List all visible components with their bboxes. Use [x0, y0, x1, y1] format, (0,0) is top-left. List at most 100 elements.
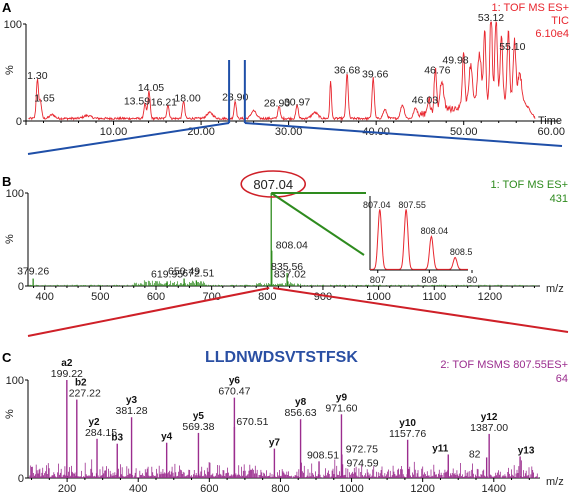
panel-c-peak-label: 1157.76: [389, 428, 426, 440]
panel-b-peak-label: 379.26: [17, 266, 49, 278]
panel-a-peak-label: 46.03: [412, 94, 438, 106]
panel-c-x-tick-label: 800: [271, 483, 289, 495]
panel-b-peak-label: 837.02: [274, 268, 306, 280]
panel-b-peak-label: 808.04: [276, 240, 308, 252]
b-to-c-zoom-line-right: [273, 287, 569, 333]
panel-c-ion-label: y11: [432, 443, 449, 454]
panel-a-tic-trace: [28, 20, 536, 122]
panel-a-peak-label: 30.97: [284, 96, 310, 108]
panel-b-x-tick-label: 1000: [366, 291, 390, 303]
panel-b-y-label: %: [4, 234, 16, 244]
panel-b-inset: 807.04 807.55 808.04 808.5 807 808 80: [363, 196, 477, 286]
panel-c-peak-label: 908.51: [307, 449, 339, 461]
panel-a-peak-label: 36.68: [334, 64, 360, 76]
panel-c-x-tick-label: 1400: [482, 483, 506, 495]
panel-a-peak-label: 16.21: [151, 96, 177, 108]
panel-c-x-tick-label: 1200: [410, 483, 434, 495]
panel-a-peak-label: 53.12: [478, 12, 504, 24]
panel-a-peak-label: 1.65: [34, 93, 55, 105]
b-to-c-zoom-line-left: [27, 287, 270, 337]
panel-c-ion-label: a2: [61, 358, 73, 369]
panel-c-ion-label: y10: [399, 418, 416, 429]
panel-a-peak-label: 49.98: [442, 55, 468, 67]
panel-a-info-3: 6.10e4: [535, 28, 569, 40]
panel-b-info-1: 1: TOF MS ES+: [490, 179, 568, 191]
panel-c-ion-label: y6: [229, 376, 241, 387]
panel-c-label: C: [2, 350, 12, 365]
inset-peak-label: 807.55: [398, 200, 426, 210]
panel-c-peak-label: 670.47: [218, 386, 250, 398]
panel-c-peak-label: 856.63: [285, 407, 317, 419]
inset-peak-label: 808.04: [421, 226, 449, 236]
panel-a-label: A: [2, 0, 12, 15]
panel-c-info-1: 2: TOF MSMS 807.55ES+: [440, 359, 568, 371]
panel-b-noise-sticks: [28, 280, 538, 286]
panel-c-peak-label: 284.15: [85, 427, 117, 439]
panel-c-info-2: 64: [556, 373, 568, 385]
panel-c-peak-label: 227.22: [69, 388, 101, 400]
panel-a-peak-label: 13.59: [124, 95, 150, 107]
panel-a-x-tick-label: 10.00: [100, 126, 128, 138]
panel-b-highlight-ellipse: [240, 170, 307, 198]
panel-a-peak-label: 28.90: [264, 97, 290, 109]
panel-b-x-tick-label: 400: [36, 291, 54, 303]
panel-b-x-tick-label: 500: [91, 291, 109, 303]
panel-c-x-tick-label: 200: [58, 483, 76, 495]
panel-c-y-tick-label: 100: [6, 375, 24, 387]
panel-b-peak-label: 650.49: [168, 266, 200, 278]
inset-peak-label: 808.5: [450, 247, 473, 257]
panel-c-ion-label: y7: [269, 438, 281, 449]
panel-c-peak-label: 974.59: [346, 457, 378, 469]
panel-c-title: LLDNWDSVTSTFSK: [205, 349, 358, 366]
panel-c-ion-label: y5: [193, 411, 205, 422]
panel-b-peak-label: 835.56: [271, 261, 303, 273]
panel-a-info-2: TIC: [551, 15, 569, 27]
inset-x-tick-label: 808: [421, 275, 437, 286]
panel-c-peak-label: 1387.00: [470, 422, 508, 434]
panel-a-peak-label: 18.00: [174, 93, 200, 105]
panel-b-highlight-label: 807.04: [253, 177, 293, 192]
panel-c-x-tick-label: 1000: [339, 483, 363, 495]
panel-b-y-tick-label: 0: [18, 281, 24, 293]
panel-c-ion-label: b3: [111, 433, 123, 444]
panel-c-ion-label: y9: [336, 392, 348, 403]
panel-b-x-tick-label: 800: [258, 291, 276, 303]
panel-c-noise-sticks: [29, 459, 539, 478]
panel-c-ion-label: y8: [295, 397, 307, 408]
panel-c-x-tick-label: 400: [129, 483, 147, 495]
panel-a-x-tick-label: 50.00: [450, 126, 478, 138]
panel-a-peak-label: 39.66: [362, 68, 388, 80]
inset-x-tick-label: 80: [467, 275, 478, 286]
panel-a-y-tick-label: 0: [16, 116, 22, 128]
a-to-b-zoom-line-left: [27, 122, 230, 155]
panel-a-peak-label: 14.05: [138, 82, 164, 94]
panel-b-y-tick-label: 100: [6, 188, 24, 200]
inset-x-tick-label: 807: [370, 275, 386, 286]
panel-c-peak-label: 381.28: [116, 405, 148, 417]
panel-a-peak-label: 46.76: [424, 64, 450, 76]
panel-b-info-2: 431: [550, 193, 568, 205]
panel-c-ion-label: y3: [126, 395, 138, 406]
panel-c-x-label: m/z: [546, 476, 564, 488]
panel-a-peak-label: 55.10: [499, 41, 525, 53]
panel-a-chromatogram: 1: TOF MS ES+ TIC 6.10e4 % Time 010010.0…: [4, 2, 569, 138]
zoom-connectors: [27, 122, 569, 337]
panel-a-x-tick-label: 60.00: [537, 126, 565, 138]
panel-a-y-tick-label: 100: [4, 19, 22, 31]
panel-c-ion-label: y12: [481, 412, 498, 423]
panel-b-label: B: [2, 174, 11, 189]
panel-a-y-label: %: [4, 65, 16, 75]
panel-c-y-tick-label: 0: [18, 473, 24, 485]
panel-c-ion-label: y13: [518, 445, 535, 456]
panel-a-peak-label: 1.30: [27, 70, 48, 82]
panel-c-peak-label: 971.60: [325, 402, 357, 414]
panel-c-msms-spectrum: LLDNWDSVTSTFSK 2: TOF MSMS 807.55ES+ 64 …: [4, 349, 568, 495]
panel-b-x-tick-label: 600: [147, 291, 165, 303]
inset-isotope-trace: [370, 209, 468, 270]
panel-b-zoom-line: [270, 192, 365, 256]
panel-c-x-tick-label: 600: [200, 483, 218, 495]
panel-c-ion-label: b2: [75, 378, 87, 389]
panel-c-y-label: %: [4, 409, 16, 419]
